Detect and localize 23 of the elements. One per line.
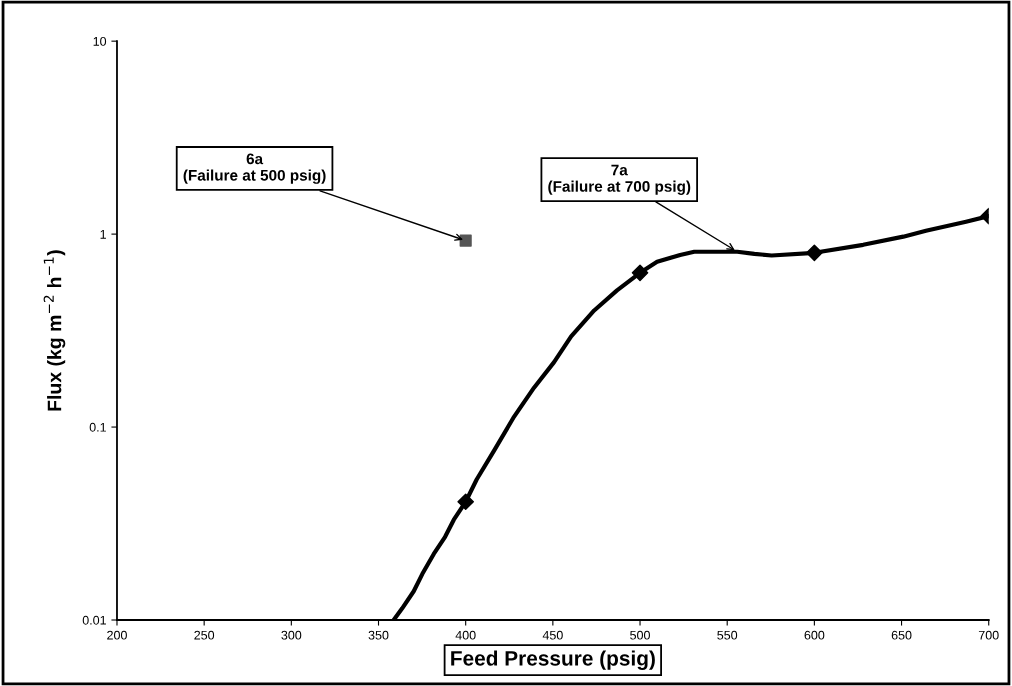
x-tick-label: 450 [542,630,563,640]
x-tick-label: 200 [107,630,127,640]
y-axis-title: Flux (kg m$^{−2}$ h$^{−1}$) [43,250,66,411]
x-axis-title: Feed Pressure (psig) [451,650,655,670]
x-tick-label: 500 [630,630,650,640]
x-tick-label: 600 [804,630,825,640]
x-tick-label: 350 [368,630,389,640]
point [459,234,472,247]
x-tick-label: 400 [455,630,476,640]
y-tick-label: 0.01 [82,615,106,625]
x-tick-label: 700 [978,630,999,640]
annotation: 6a (Failure at 500 psig) [183,153,326,184]
annotation: 7a (Failure at 700 psig) [548,164,691,195]
y-tick-label: 0.1 [89,422,106,432]
y-tick-label: 10 [93,36,107,46]
x-tick-label: 650 [891,630,912,640]
x-tick-label: 550 [717,630,738,640]
x-tick-label: 250 [194,630,215,640]
point [631,264,649,282]
y-tick-label: 1 [100,230,106,239]
point [457,493,474,511]
point [806,244,823,262]
x-tick-label: 300 [281,630,302,640]
